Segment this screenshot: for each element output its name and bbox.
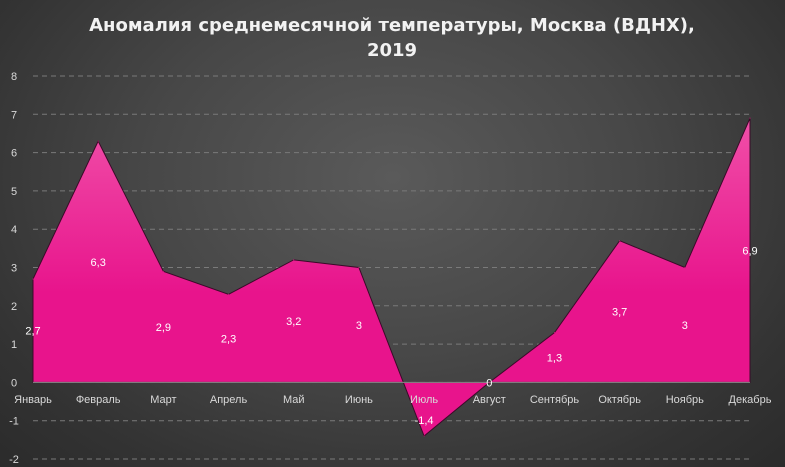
data-label: 6,3 [91,257,106,269]
x-tick-label: Июнь [345,394,373,406]
x-tick-label: Май [283,394,305,406]
x-tick-label: Март [150,394,176,406]
data-point-8 [553,332,555,334]
data-point-3 [228,293,230,295]
y-tick-label: 4 [11,224,17,236]
y-axis-ticks: 8 7 6 5 4 3 2 1 0 -1 -2 [9,71,19,466]
data-label: 2,7 [25,326,40,338]
data-label: 3,7 [612,307,627,319]
data-point-6 [423,435,425,437]
data-point-11 [749,117,751,119]
data-label: 3 [682,320,688,332]
area-layer [32,117,751,437]
y-tick-label: 1 [11,339,17,351]
y-tick-label: 5 [11,186,17,198]
data-point-7 [488,381,490,383]
y-tick-label: 8 [11,71,17,83]
x-axis-ticks: Январь Февраль Март Апрель Май Июнь Июль Август… [14,394,772,406]
y-tick-label: 2 [11,301,17,313]
data-point-1 [97,140,99,142]
x-tick-label: Август [473,394,506,406]
chart-title-line-2: 2019 [367,40,417,61]
y-tick-label: 0 [11,377,17,389]
data-label: -1,4 [415,415,434,427]
data-label: 3 [356,320,362,332]
x-tick-label: Апрель [210,394,248,406]
data-point-0 [32,278,34,280]
data-point-2 [162,270,164,272]
data-point-5 [358,267,360,268]
data-label: 3,2 [286,316,301,328]
y-tick-label: 7 [11,109,17,121]
x-tick-label: Декабрь [729,394,772,406]
chart-title-line-1: Аномалия среднемесячной температуры, Мос… [89,15,695,36]
data-label: 6,9 [742,245,757,257]
x-tick-label: Июль [410,394,438,406]
y-tick-label: 6 [11,148,17,160]
data-point-10 [684,267,686,268]
data-point-4 [293,259,295,261]
x-tick-label: Ноябрь [666,394,704,406]
data-point-9 [619,240,621,242]
data-label: 1,3 [547,353,562,365]
data-label: 2,9 [156,322,171,334]
x-tick-label: Январь [14,394,52,406]
x-tick-label: Февраль [76,394,121,406]
x-tick-label: Сентябрь [530,394,580,406]
area-series [32,117,751,437]
y-tick-label: -1 [9,416,19,428]
data-label: 2,3 [221,333,236,345]
data-labels: 2,7 6,3 2,9 2,3 3,2 3 -1,4 0 1,3 3,7 3 6,9 [25,245,757,427]
y-tick-label: 3 [11,263,17,275]
y-tick-label: -2 [9,454,19,466]
data-label: 0 [486,377,492,389]
x-tick-label: Октябрь [598,394,641,406]
